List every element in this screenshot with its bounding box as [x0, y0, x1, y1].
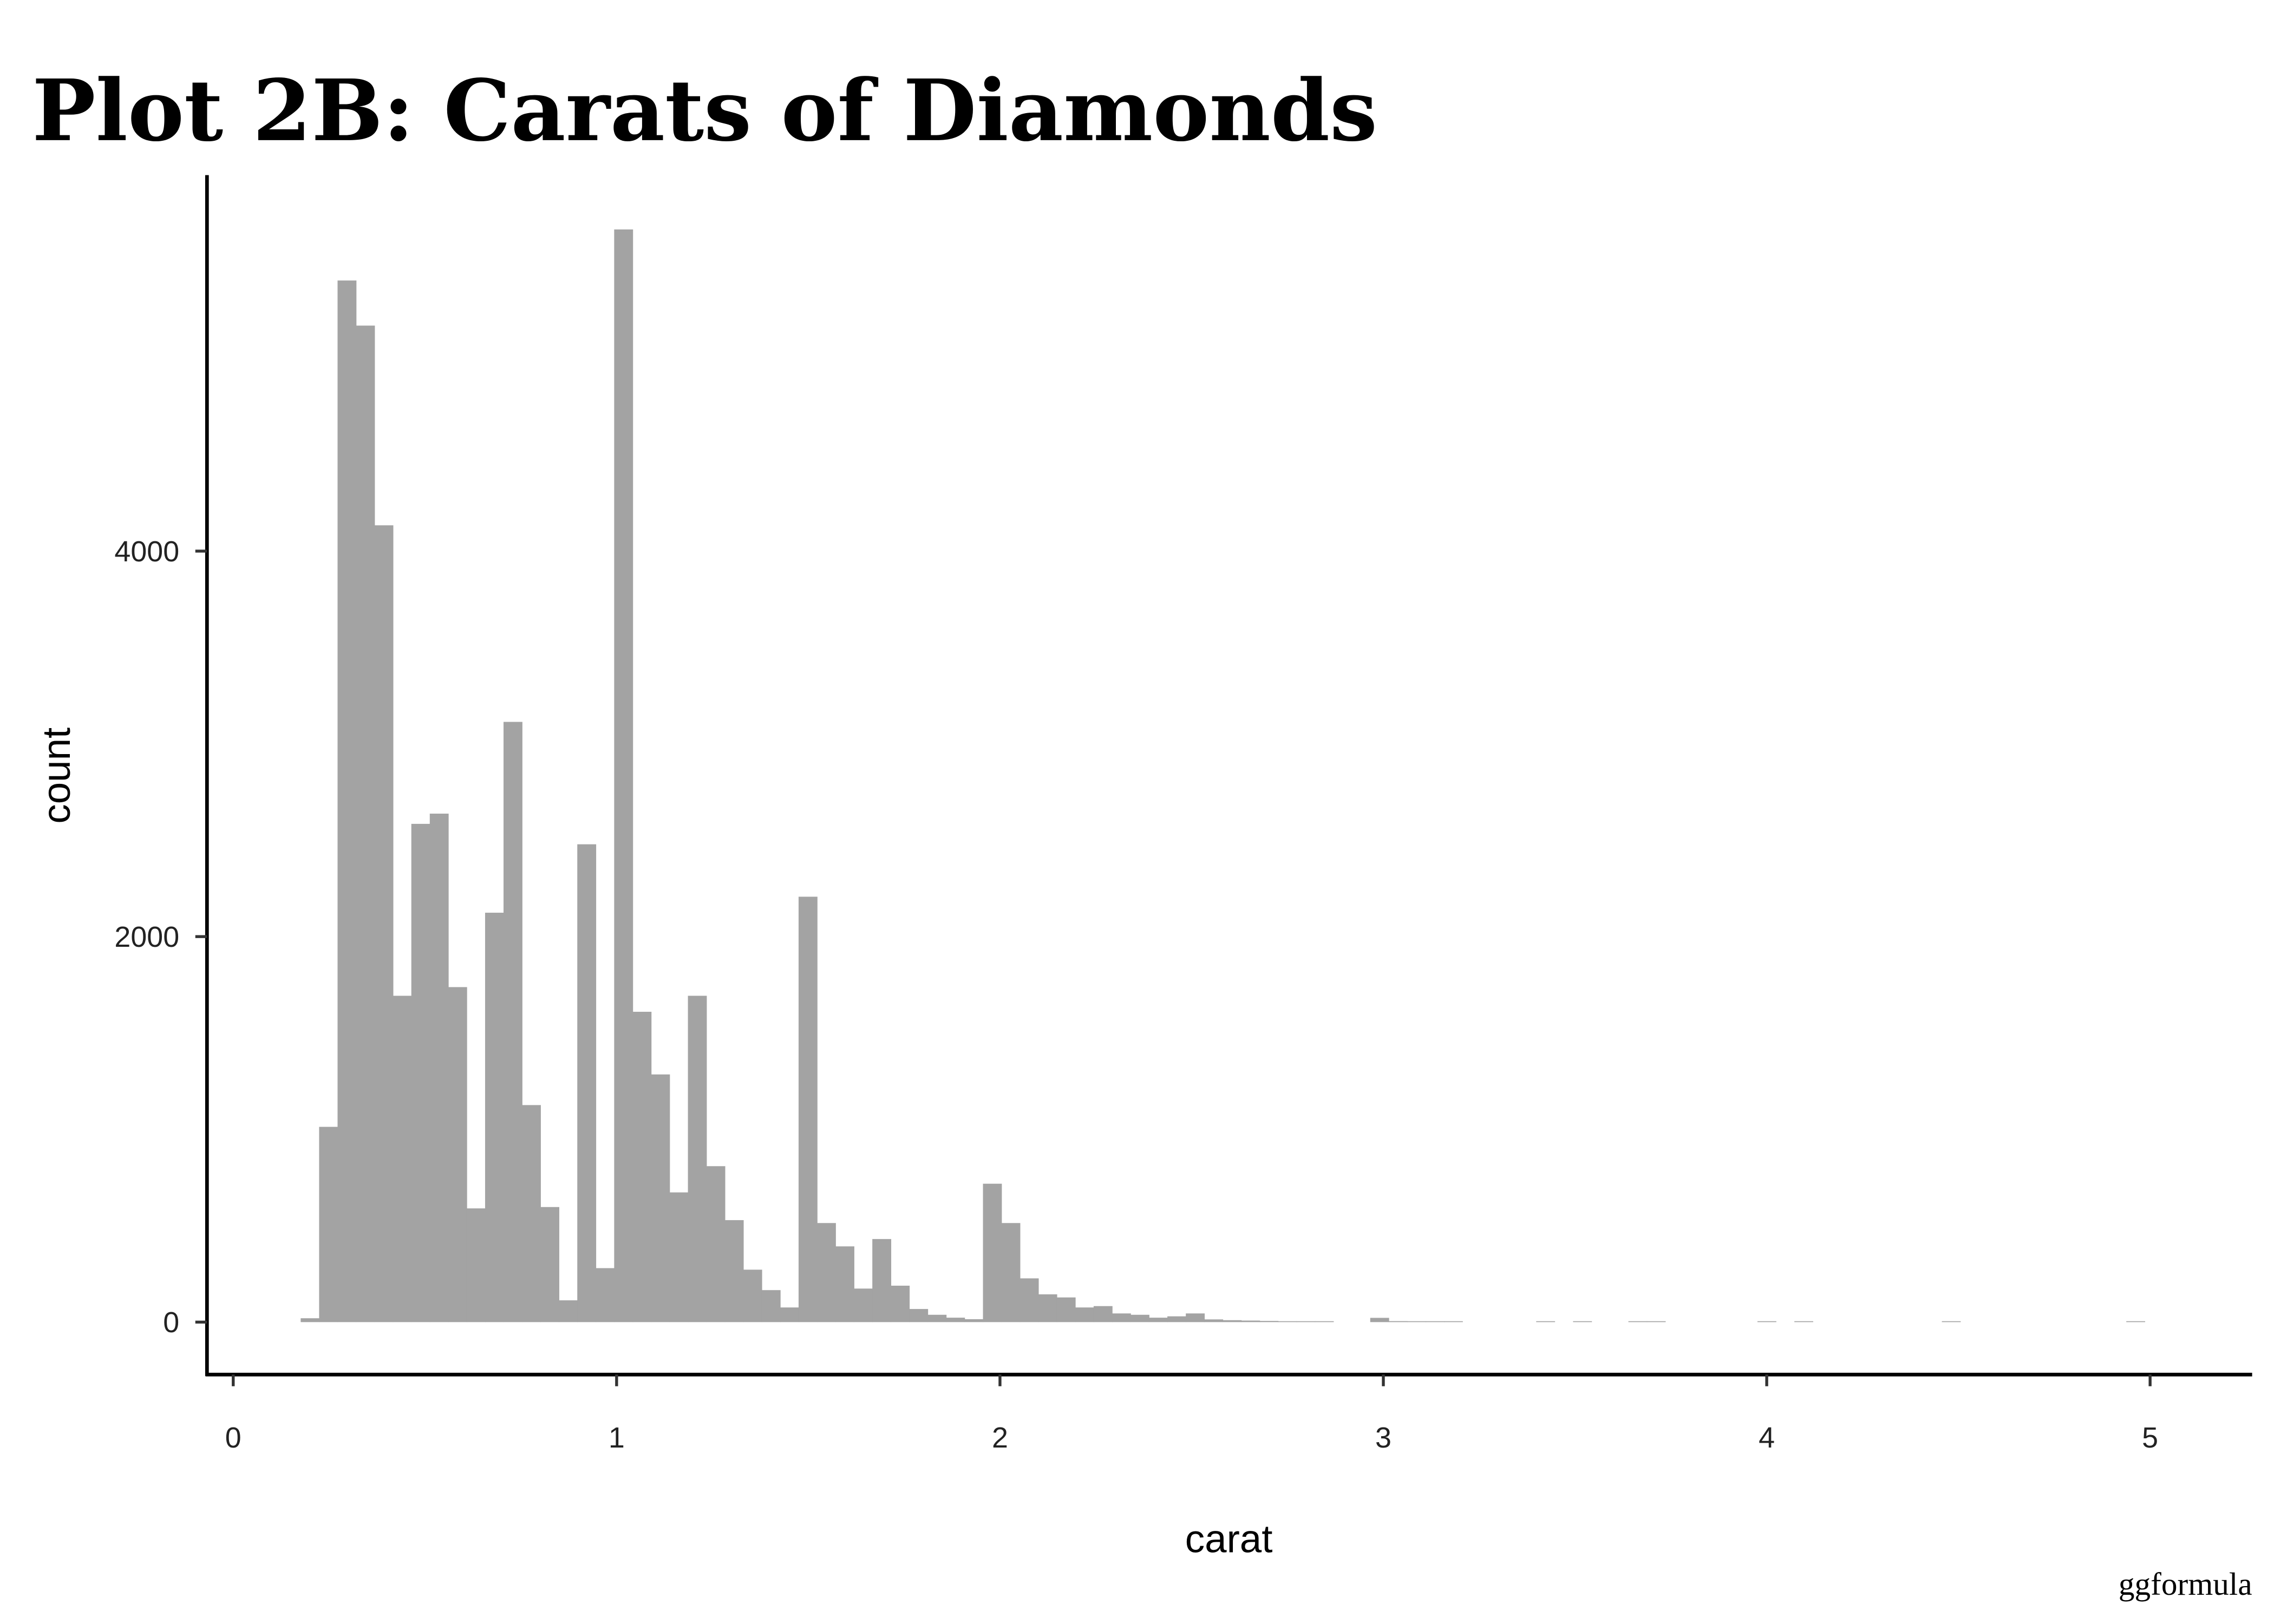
histogram-bar	[1443, 1321, 1463, 1322]
histogram-bar	[669, 1192, 689, 1322]
histogram-bar	[1020, 1278, 1039, 1322]
histogram-bar	[798, 896, 818, 1322]
histogram-bar	[1130, 1314, 1149, 1322]
x-tick-label: 3	[1375, 1422, 1391, 1454]
histogram-bar	[1573, 1321, 1592, 1322]
histogram-bar	[614, 229, 633, 1322]
histogram-bar	[1315, 1321, 1334, 1322]
histogram-bar	[1942, 1321, 1961, 1322]
histogram-bar	[429, 814, 449, 1322]
histogram-bar	[1204, 1319, 1224, 1322]
x-tick-label: 0	[225, 1422, 241, 1454]
histogram-bar	[891, 1286, 910, 1322]
histogram-bar	[1056, 1297, 1076, 1322]
histogram-bar	[577, 844, 597, 1322]
histogram-bar	[1757, 1321, 1776, 1322]
histogram-bar	[724, 1220, 744, 1322]
histogram-bar	[411, 823, 430, 1322]
histogram-bar	[1425, 1321, 1445, 1322]
histogram-bar	[1186, 1313, 1205, 1322]
histogram-bar	[448, 987, 467, 1322]
histogram-bar	[1241, 1320, 1260, 1322]
histogram-bar	[927, 1314, 947, 1322]
y-axis-label: count	[35, 728, 79, 824]
histogram-bar	[761, 1290, 781, 1322]
histogram-bar	[1370, 1318, 1389, 1322]
x-tick-label: 5	[2142, 1422, 2158, 1454]
histogram-bar	[540, 1207, 559, 1322]
y-tick-label: 0	[163, 1306, 179, 1339]
y-ticks: 0 2000 4000	[114, 535, 207, 1339]
histogram-bar	[1223, 1320, 1242, 1322]
x-ticks: 0 1 2 3 4 5	[225, 1374, 2158, 1454]
histogram-bar	[706, 1166, 726, 1322]
histogram-bar	[780, 1307, 799, 1322]
histogram-bar	[1407, 1321, 1426, 1322]
histogram-bar	[872, 1239, 892, 1322]
histogram-bar	[632, 1012, 652, 1322]
histogram-bar	[319, 1127, 338, 1322]
histogram-bar	[356, 325, 375, 1322]
histogram-bar	[485, 913, 504, 1322]
histogram-bar	[596, 1268, 615, 1322]
histogram-bar	[909, 1309, 929, 1322]
bars	[300, 229, 2146, 1322]
chart-title: Plot 2B: Carats of Diamonds	[32, 61, 1377, 160]
histogram-bar	[374, 525, 394, 1322]
histogram-bar	[1112, 1313, 1131, 1322]
histogram-bar	[1794, 1321, 1813, 1322]
x-tick-label: 4	[1759, 1422, 1775, 1454]
histogram-bar	[1093, 1306, 1113, 1322]
histogram-bar	[854, 1288, 873, 1322]
histogram-bar	[743, 1269, 762, 1322]
x-axis-label: carat	[1185, 1517, 1273, 1561]
histogram-bar	[983, 1183, 1002, 1322]
histogram-bar	[522, 1105, 541, 1322]
histogram-bar	[2126, 1321, 2146, 1322]
histogram-bar	[559, 1300, 578, 1322]
histogram-bar	[1038, 1294, 1057, 1322]
histogram-bar	[337, 280, 357, 1322]
histogram-bar	[1536, 1321, 1556, 1322]
histogram-bar	[466, 1208, 486, 1322]
histogram-bar	[688, 996, 707, 1322]
histogram-bar	[300, 1318, 320, 1322]
histogram-bar	[1388, 1321, 1408, 1322]
y-tick-label: 2000	[114, 921, 179, 953]
x-tick-label: 2	[992, 1422, 1008, 1454]
histogram-bar	[503, 722, 522, 1322]
histogram-bar	[1167, 1316, 1186, 1322]
histogram-bar	[835, 1246, 854, 1322]
histogram-bar	[816, 1223, 836, 1322]
histogram-bar	[1075, 1307, 1094, 1322]
histogram-bar	[1278, 1321, 1297, 1322]
histogram-bar	[1259, 1321, 1279, 1322]
caption: ggformula	[2119, 1566, 2252, 1602]
y-tick-label: 4000	[114, 535, 179, 568]
histogram-bar	[1628, 1321, 1648, 1322]
histogram-bar	[946, 1318, 965, 1322]
histogram-bar	[1149, 1318, 1168, 1322]
histogram-bar	[651, 1074, 670, 1322]
histogram-bar	[393, 996, 412, 1322]
histogram-bar	[964, 1319, 984, 1322]
histogram-bar	[1296, 1321, 1316, 1322]
histogram-bar	[1001, 1223, 1021, 1322]
x-tick-label: 1	[609, 1422, 625, 1454]
histogram-bar	[1646, 1321, 1666, 1322]
